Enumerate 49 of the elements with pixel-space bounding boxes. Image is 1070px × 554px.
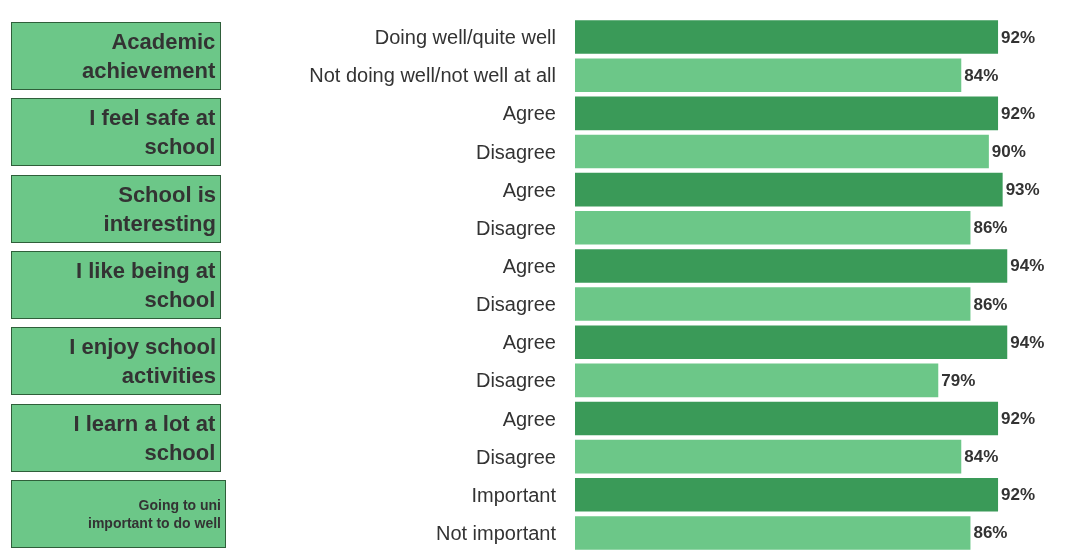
bar [575,58,962,92]
y-tick-label: Disagree [475,445,556,468]
text: I enjoy school activities [69,334,216,388]
data-label: 90% [991,142,1026,161]
data-label: 79% [941,370,976,390]
y-tick-label: Agree [502,102,556,125]
data-label: 86% [973,218,1008,238]
data-label: 84% [964,65,999,85]
bar [575,287,971,321]
text: I feel safe at school [89,105,216,159]
bar [575,478,999,512]
bar [575,172,1003,207]
data-label: 86% [973,294,1008,314]
data-label: 86% [973,523,1008,543]
y-tick-label: Agree [502,407,556,430]
y-tick-label: Agree [502,331,556,354]
data-label: 92% [1001,485,1036,505]
bar [575,325,1008,359]
y-tick-label: Doing well/quite well [374,26,556,49]
bar [575,96,999,131]
y-tick-label: Agree [502,254,556,277]
bar [575,401,999,436]
y-tick-label: Disagree [475,293,556,316]
y-tick-label: Not doing well/not well at all [309,64,556,87]
data-label: 92% [1001,27,1036,47]
data-label: 84% [964,447,999,467]
data-label: 94% [1010,256,1045,276]
text: I like being at school [75,258,216,312]
y-tick-label: Disagree [475,140,556,163]
bar [575,20,999,54]
data-label: 93% [1005,180,1040,200]
text: Going to uni important to do well [88,496,221,532]
y-tick-label: Agree [502,178,556,201]
bar [575,363,939,398]
text: Academic achievement [82,29,216,83]
bar [575,249,1008,283]
y-tick-label: Not important [435,521,557,544]
y-tick-label: Disagree [475,369,556,392]
bar [575,516,971,550]
y-tick-label: Important [471,483,557,506]
text: School is interesting [103,182,216,236]
bar [575,439,962,474]
data-label: 92% [1001,103,1036,123]
y-tick-label: Disagree [475,216,556,239]
bar [575,211,971,245]
bar [575,134,989,169]
data-label: 94% [1010,332,1045,352]
text: I learn a lot at school [73,411,216,465]
data-label: 92% [1001,409,1036,428]
